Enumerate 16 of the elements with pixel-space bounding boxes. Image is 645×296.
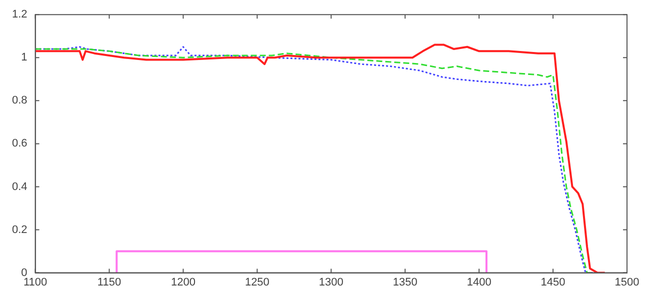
y-tick-label: 0.8 bbox=[12, 94, 28, 107]
x-tick-label: 1250 bbox=[244, 276, 270, 288]
x-tick-label: 1150 bbox=[97, 276, 122, 288]
x-tick-label: 1100 bbox=[23, 276, 48, 288]
x-tick-label: 1450 bbox=[540, 276, 566, 288]
y-tick-label: 1.2 bbox=[12, 8, 28, 21]
x-tick-label: 1300 bbox=[318, 276, 344, 288]
x-tick-label: 1400 bbox=[466, 276, 492, 288]
y-tick-label: 0.6 bbox=[12, 138, 28, 150]
x-tick-label: 1200 bbox=[170, 276, 196, 288]
y-tick-label: 0.4 bbox=[12, 180, 28, 193]
y-tick-label: 1 bbox=[21, 52, 28, 64]
y-tick-label: 0 bbox=[21, 266, 28, 279]
y-tick-label: 0.2 bbox=[12, 224, 28, 236]
x-tick-label: 1500 bbox=[614, 276, 640, 288]
x-tick-label: 1350 bbox=[392, 276, 418, 288]
